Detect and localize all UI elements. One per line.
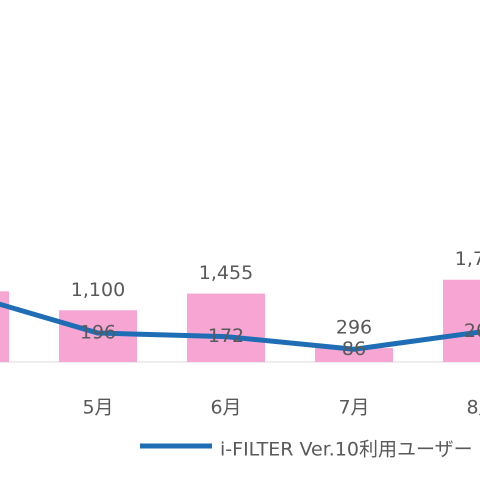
bar-value-label: 1,100 <box>71 279 125 301</box>
legend-label: i-FILTER Ver.10利用ユーザー <box>220 439 473 461</box>
x-tick-label: 8月 <box>466 397 480 419</box>
bar <box>443 279 480 362</box>
line-value-label: 205 <box>464 320 480 342</box>
bar-value-label: 1,750 <box>455 248 480 270</box>
bar <box>315 348 393 362</box>
bar <box>0 291 9 362</box>
bar <box>187 293 265 362</box>
line-value-label: 86 <box>342 338 366 360</box>
line-value-label: 172 <box>208 325 244 347</box>
x-tick-label: 6月 <box>210 397 241 419</box>
bar-value-label: 1,455 <box>199 262 253 284</box>
line <box>0 301 480 352</box>
x-tick-label: 5月 <box>82 397 113 419</box>
line-value-label: 196 <box>80 322 116 344</box>
bar-value-label: 296 <box>336 317 372 339</box>
legend: i-FILTER Ver.10利用ユーザー <box>140 439 473 461</box>
x-tick-label: 7月 <box>338 397 369 419</box>
